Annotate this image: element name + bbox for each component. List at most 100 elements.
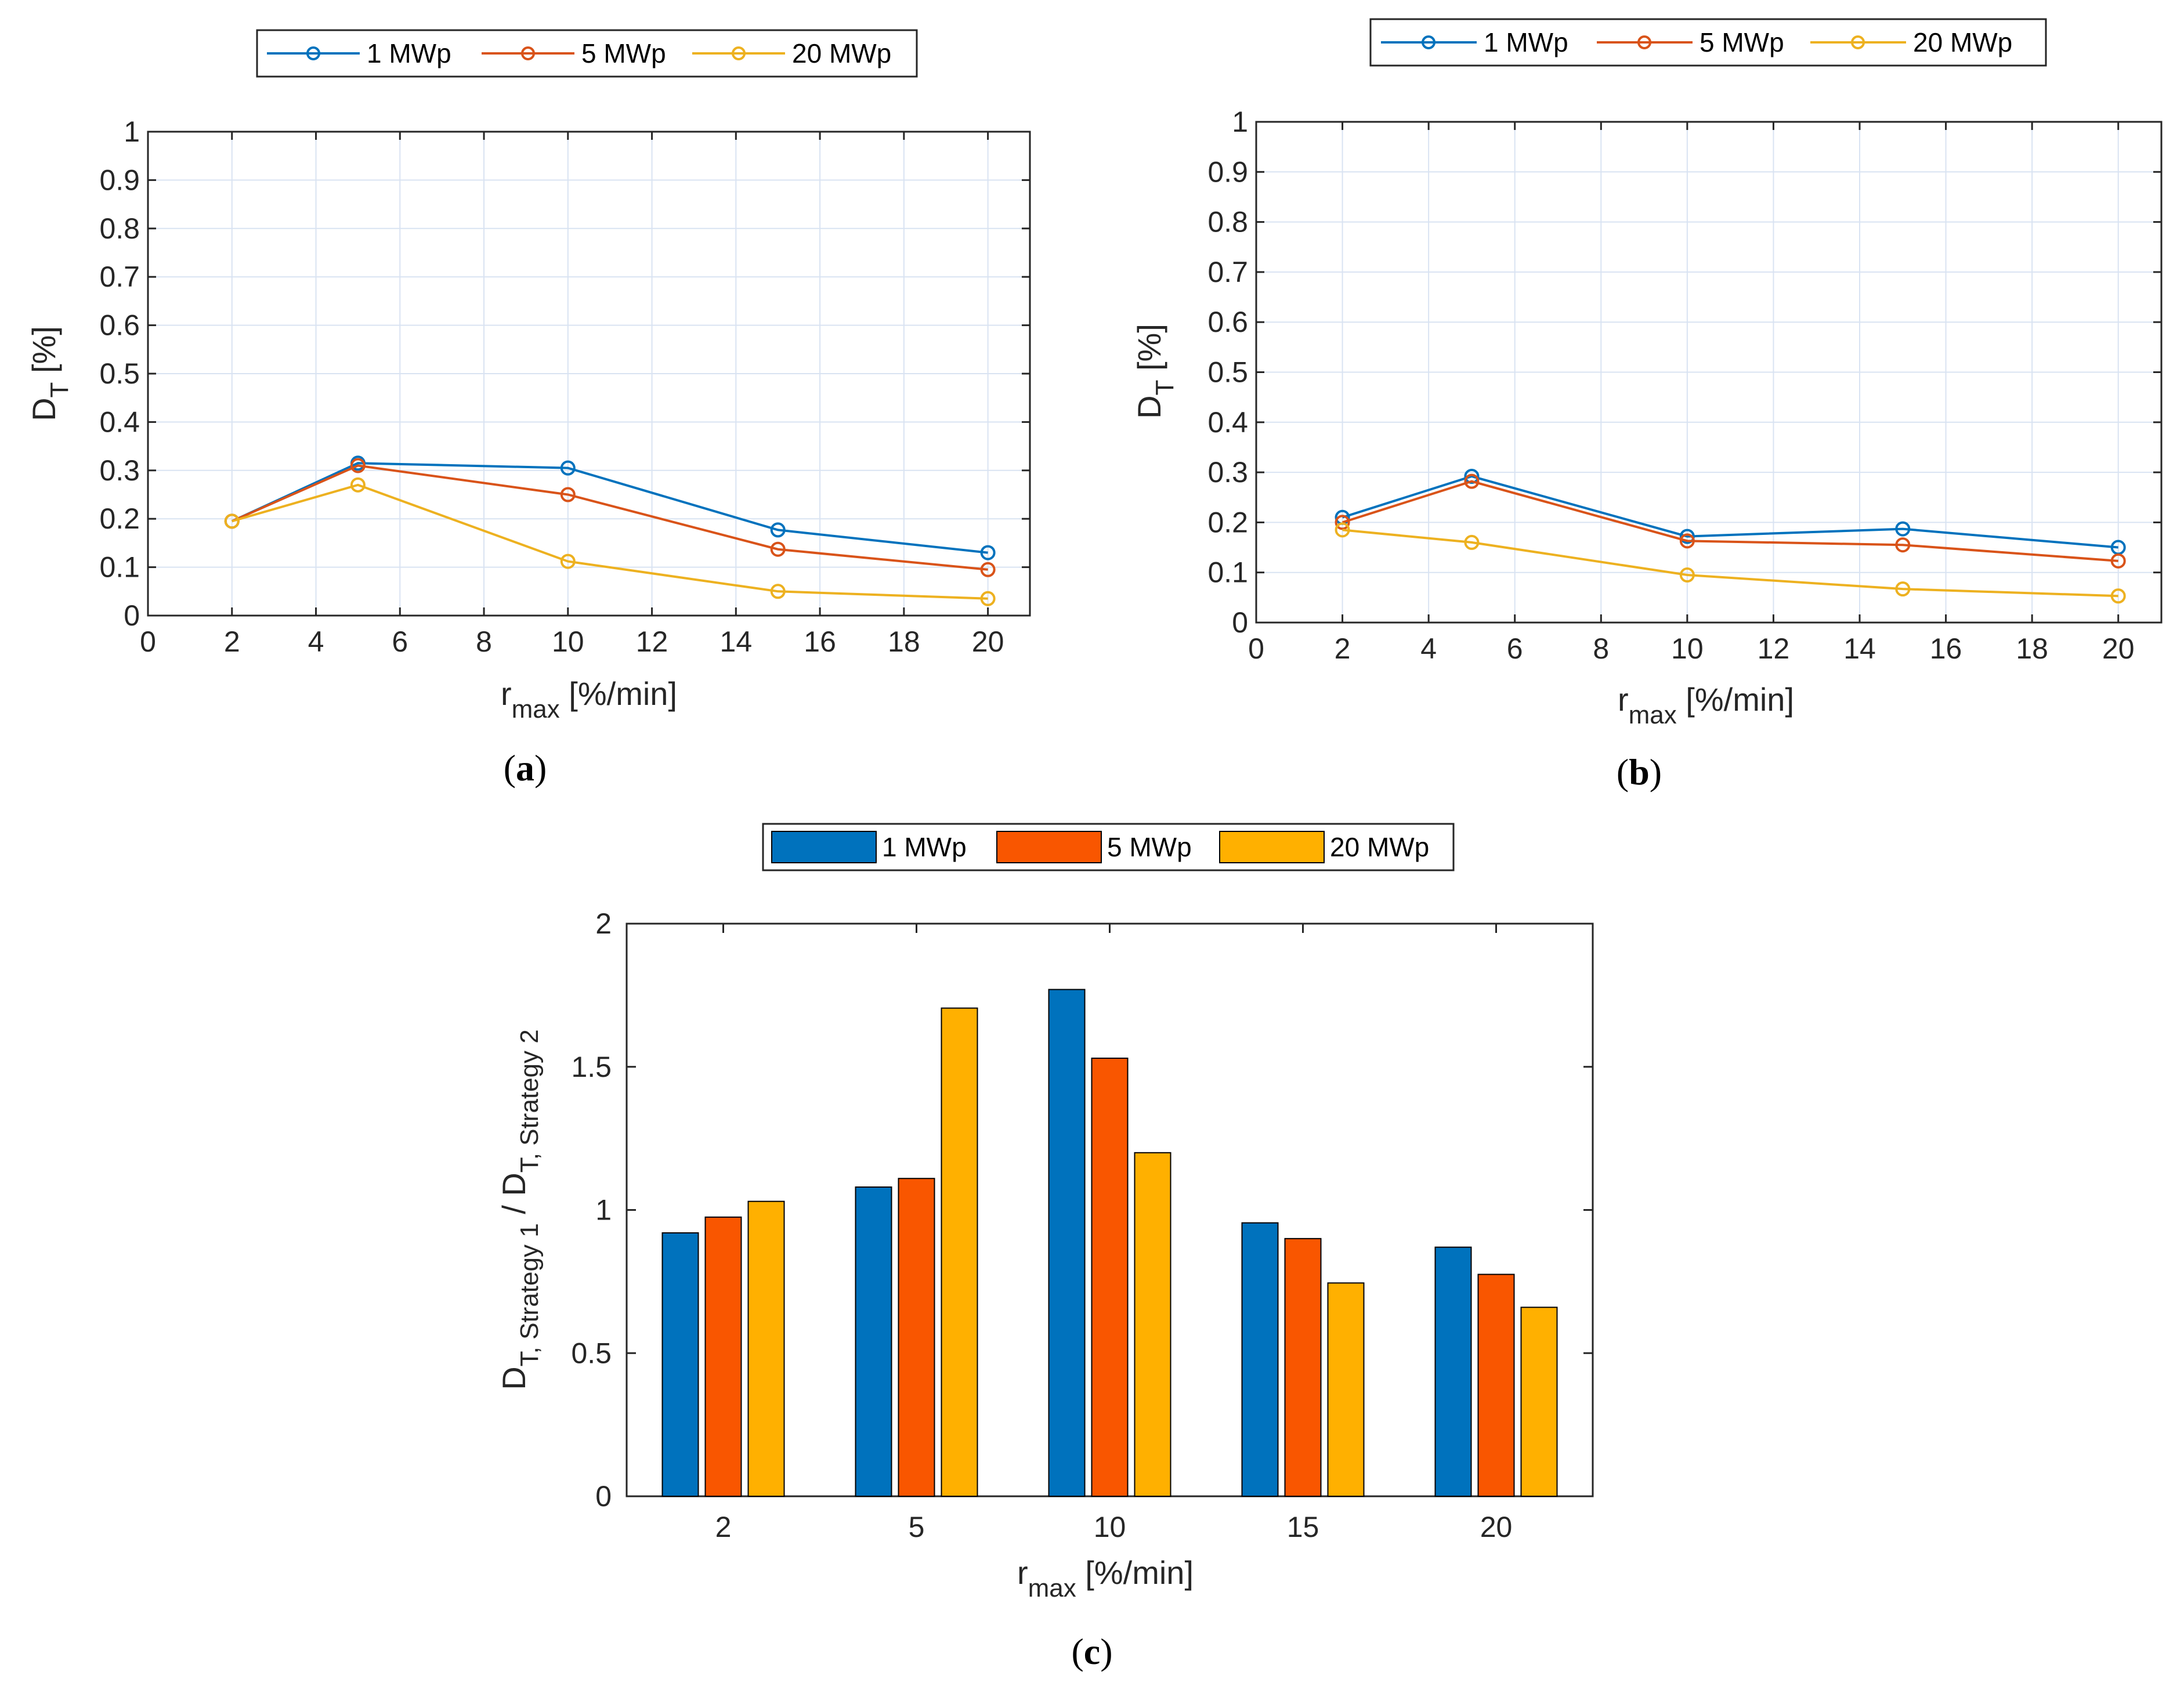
data-point-1mwp bbox=[1895, 521, 1911, 537]
y-tick-label: 0.6 bbox=[99, 309, 140, 342]
panel-c: 0 0.5 1 1.5 2 2 5 10 15 20 1 MWp 5 MWp 20 MWp rma… bbox=[496, 823, 1594, 1672]
y-tick-label: 0.1 bbox=[1207, 556, 1248, 589]
bar-1mwp-20 bbox=[1434, 1246, 1472, 1497]
data-point-5mwp bbox=[2110, 553, 2126, 569]
legend-entry-1mwp: 1 MWp bbox=[1381, 27, 1568, 57]
panel-b-ticks: 0 2 4 6 8 10 12 14 16 18 20 0 0.1 0.2 0.3 0.4 0.5 0.6 0.7 0… bbox=[1207, 106, 2161, 665]
x-tick-label: 8 bbox=[476, 625, 492, 658]
legend-label-1mwp: 1 MWp bbox=[882, 832, 967, 862]
x-tick-label: 16 bbox=[1930, 632, 1962, 665]
data-point-20mwp bbox=[560, 553, 576, 569]
x-tick-label: 8 bbox=[1593, 632, 1609, 665]
series-line-1mwp bbox=[231, 462, 988, 554]
panel-c-y-axis-label: DT, Strategy 1 / DT, Strategy 2 bbox=[496, 1029, 544, 1390]
legend-marker-1mwp bbox=[306, 46, 320, 60]
bar-1mwp-2 bbox=[661, 1232, 699, 1497]
y-tick-label: 0.7 bbox=[99, 261, 140, 293]
legend-entry-5mwp: 5 MWp bbox=[1597, 27, 1784, 57]
bar-5mwp-10 bbox=[1091, 1057, 1129, 1497]
y-tick-label: 0.2 bbox=[1207, 506, 1248, 538]
data-point-20mwp bbox=[1335, 522, 1350, 538]
data-point-5mwp bbox=[980, 562, 996, 577]
x-tick-label: 12 bbox=[636, 625, 668, 658]
data-point-5mwp bbox=[770, 541, 786, 557]
legend-entry-5mwp: 5 MWp bbox=[996, 831, 1192, 863]
data-point-5mwp bbox=[560, 487, 576, 502]
legend-swatch-20mwp bbox=[1219, 831, 1325, 863]
y-tick-label: 1.5 bbox=[571, 1051, 612, 1083]
x-tick-label: 6 bbox=[1507, 632, 1523, 665]
y-tick-label: 0.5 bbox=[1207, 356, 1248, 389]
y-tick-label: 0 bbox=[124, 599, 140, 632]
panel-a-legend: 1 MWp 5 MWp 20 MWp bbox=[256, 29, 918, 78]
bar-5mwp-15 bbox=[1284, 1238, 1322, 1497]
x-tick-label: 14 bbox=[1843, 632, 1876, 665]
bar-5mwp-20 bbox=[1477, 1273, 1515, 1497]
y-tick-label: 0.8 bbox=[1207, 206, 1248, 238]
legend-box bbox=[1369, 18, 2047, 67]
x-tick-label: 15 bbox=[1287, 1511, 1319, 1543]
panel-a-x-axis-label: rmax [%/min] bbox=[501, 675, 677, 723]
y-tick-label: 0 bbox=[1232, 606, 1248, 639]
panel-b-grid bbox=[1256, 121, 2161, 623]
panel-b-caption: (b) bbox=[1617, 751, 1662, 793]
y-tick-label: 0.4 bbox=[99, 406, 140, 438]
y-tick-label: 0.7 bbox=[1207, 256, 1248, 288]
x-tick-label: 6 bbox=[392, 625, 408, 658]
x-tick-label: 4 bbox=[308, 625, 324, 658]
x-tick-label: 10 bbox=[1671, 632, 1704, 665]
panel-c-x-axis-label: rmax [%/min] bbox=[1017, 1554, 1194, 1602]
y-tick-label: 0.5 bbox=[99, 357, 140, 390]
data-point-1mwp bbox=[770, 522, 786, 538]
data-point-1mwp bbox=[1679, 529, 1695, 544]
panel-a-ticks: 0 2 4 6 8 10 12 14 16 18 20 0 0.1 0.2 0.3 0.4 0.5 0.6 0.7 0… bbox=[99, 115, 1030, 658]
data-point-1mwp bbox=[560, 460, 576, 476]
x-tick-label: 0 bbox=[1248, 632, 1264, 665]
x-tick-label: 10 bbox=[1094, 1511, 1126, 1543]
x-tick-label: 20 bbox=[972, 625, 1004, 658]
bar-20mwp-20 bbox=[1520, 1307, 1558, 1497]
y-tick-label: 0.3 bbox=[1207, 456, 1248, 489]
data-point-1mwp bbox=[980, 545, 996, 560]
y-tick-label: 0.4 bbox=[1207, 406, 1248, 439]
data-point-20mwp bbox=[1679, 567, 1695, 583]
series-line-20mwp bbox=[232, 483, 988, 600]
data-point-5mwp bbox=[1464, 473, 1480, 489]
y-tick-label: 0.3 bbox=[99, 454, 140, 487]
y-tick-label: 1 bbox=[1232, 106, 1248, 138]
data-point-20mwp bbox=[350, 477, 366, 493]
x-tick-label: 20 bbox=[1480, 1511, 1513, 1543]
panel-c-bars bbox=[661, 989, 1558, 1497]
data-point-20mwp bbox=[770, 584, 786, 599]
panel-b-y-axis-label: DT [%] bbox=[1131, 324, 1179, 419]
x-tick-label: 18 bbox=[888, 625, 920, 658]
y-tick-label: 0.2 bbox=[99, 502, 140, 535]
panel-a-series bbox=[224, 455, 996, 606]
legend-entry-20mwp: 20 MWp bbox=[1219, 831, 1429, 863]
panel-c-legend: 1 MWp 5 MWp 20 MWp bbox=[762, 823, 1455, 871]
x-tick-label: 2 bbox=[1335, 632, 1351, 665]
y-tick-label: 1 bbox=[124, 115, 140, 148]
x-tick-label: 5 bbox=[909, 1511, 925, 1543]
x-tick-label: 14 bbox=[720, 625, 753, 658]
bar-1mwp-10 bbox=[1048, 989, 1086, 1497]
data-point-5mwp bbox=[1679, 533, 1695, 549]
legend-marker-1mwp bbox=[1422, 35, 1435, 49]
panel-b-x-axis-label: rmax [%/min] bbox=[1618, 681, 1794, 729]
legend-label-20mwp: 20 MWp bbox=[1330, 832, 1429, 862]
legend-entry-5mwp: 5 MWp bbox=[482, 38, 666, 68]
bar-1mwp-5 bbox=[855, 1186, 892, 1497]
x-tick-label: 4 bbox=[1420, 632, 1437, 665]
x-tick-label: 0 bbox=[140, 625, 156, 658]
bar-20mwp-10 bbox=[1134, 1152, 1171, 1497]
y-tick-label: 0.5 bbox=[571, 1337, 612, 1369]
legend-entry-20mwp: 20 MWp bbox=[692, 38, 891, 68]
data-point-20mwp bbox=[2110, 588, 2126, 604]
x-tick-label: 20 bbox=[2102, 632, 2135, 665]
y-tick-label: 0.1 bbox=[99, 551, 140, 584]
x-tick-label: 12 bbox=[1758, 632, 1790, 665]
legend-entry-1mwp: 1 MWp bbox=[267, 38, 451, 68]
data-point-20mwp bbox=[1464, 534, 1480, 550]
bar-20mwp-2 bbox=[747, 1200, 785, 1497]
